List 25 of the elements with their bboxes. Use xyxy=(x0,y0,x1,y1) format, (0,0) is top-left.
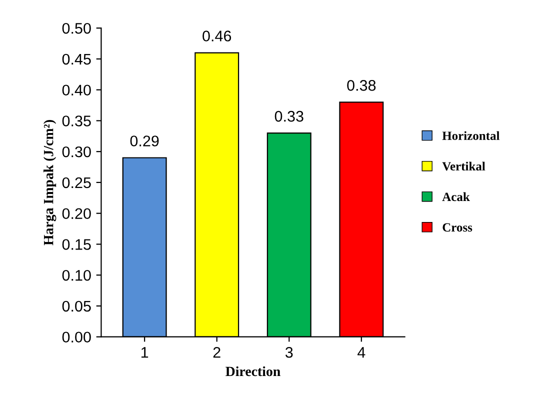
data-label: 0.38 xyxy=(347,80,376,91)
y-tick-label: 0.40 xyxy=(62,84,91,96)
x-tick-label: 4 xyxy=(358,347,366,358)
y-tick-label: 0.45 xyxy=(62,54,91,65)
legend-label: Horizontal xyxy=(442,131,500,140)
y-tick-label: 0.25 xyxy=(62,177,91,188)
y-axis-title: Harga Impak (J/cm²) xyxy=(43,120,56,246)
legend-label: Cross xyxy=(442,223,472,232)
x-tick-label: 1 xyxy=(141,347,148,358)
data-label: 0.33 xyxy=(274,110,304,122)
y-tick-label: 0.30 xyxy=(62,146,91,158)
x-tick-label: 2 xyxy=(213,346,220,358)
y-tick-label: 0.15 xyxy=(62,239,91,250)
data-label: 0.46 xyxy=(202,30,232,42)
y-tick-label: 0.00 xyxy=(62,332,91,343)
x-axis-title: Direction xyxy=(226,366,280,376)
y-tick-label: 0.10 xyxy=(62,270,91,281)
y-tick-label: 0.20 xyxy=(62,208,91,220)
legend-label: Acak xyxy=(442,192,470,202)
legend-label: Vertikal xyxy=(442,162,486,171)
x-tick-label: 3 xyxy=(285,346,293,358)
y-tick-label: 0.50 xyxy=(62,22,91,34)
y-tick-label: 0.35 xyxy=(62,116,91,126)
data-label: 0.29 xyxy=(130,136,159,146)
y-tick-label: 0.05 xyxy=(62,300,91,312)
